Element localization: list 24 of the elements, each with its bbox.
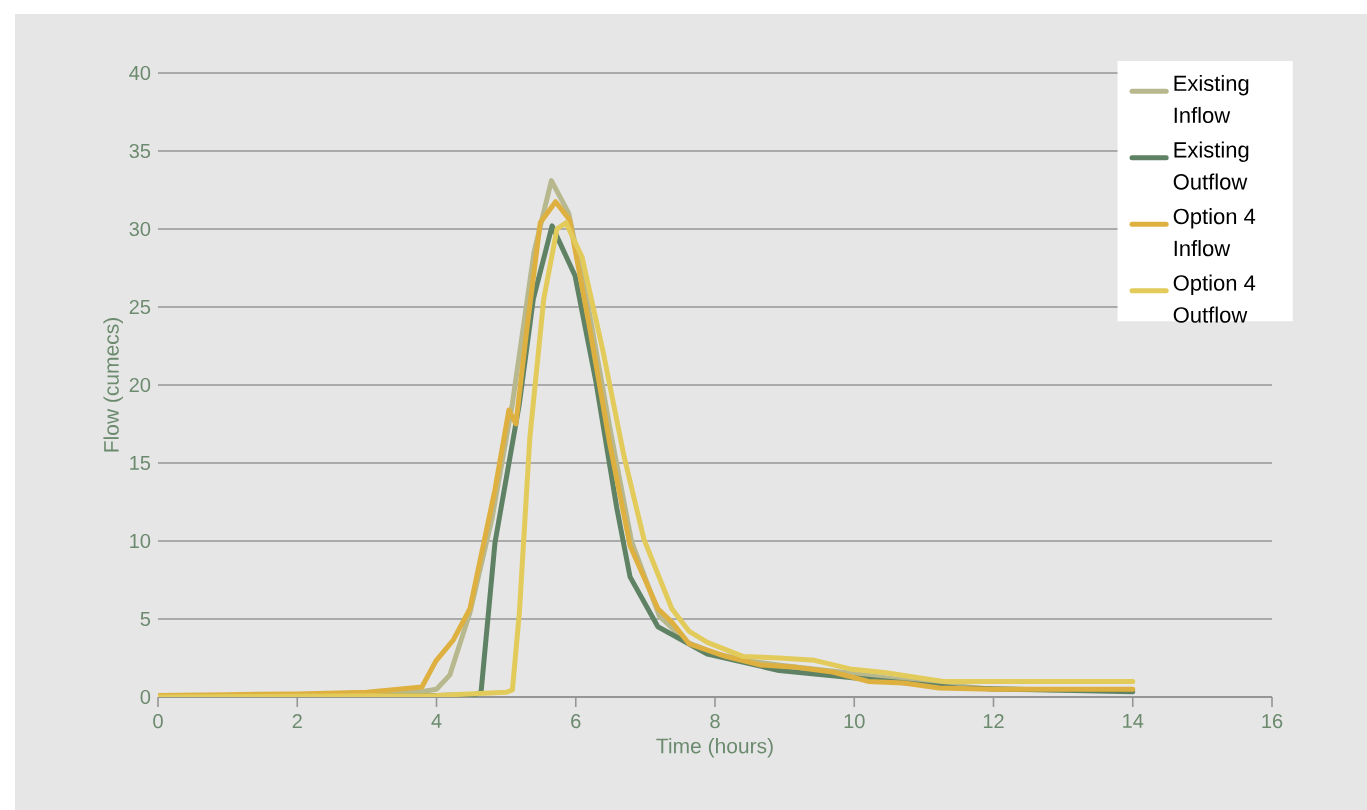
y-tick-label: 5 bbox=[140, 612, 151, 626]
y-tick-label: 20 bbox=[129, 377, 151, 393]
x-tick-label: 12 bbox=[983, 714, 1004, 729]
x-tick-label: 8 bbox=[710, 714, 720, 729]
y-axis-title: Flow (cumecs) bbox=[103, 318, 123, 452]
y-tick-label: 10 bbox=[130, 533, 151, 549]
legend-label: Existing Outflow bbox=[1173, 141, 1249, 190]
y-tick-label: 25 bbox=[129, 299, 151, 315]
x-tick-label: 0 bbox=[153, 714, 163, 729]
y-tick-label: 15 bbox=[130, 456, 151, 470]
x-tick-label: 6 bbox=[571, 714, 581, 729]
x-tick-label: 10 bbox=[844, 714, 865, 729]
legend-label: Existing Inflow bbox=[1174, 74, 1249, 124]
x-tick-label: 16 bbox=[1262, 714, 1283, 729]
x-tick-label: 4 bbox=[431, 714, 442, 728]
x-tick-label: 14 bbox=[1123, 714, 1144, 728]
legend-label: Option 4 Inflow bbox=[1173, 208, 1256, 257]
y-tick-label: 30 bbox=[129, 221, 151, 237]
y-tick-label: 40 bbox=[129, 65, 151, 81]
x-axis-title: Time (hours) bbox=[656, 737, 773, 758]
x-tick-label: 2 bbox=[292, 714, 302, 729]
y-tick-label: 0 bbox=[140, 689, 151, 705]
legend-label: Option 4 Outflow bbox=[1173, 274, 1256, 323]
y-tick-label: 35 bbox=[129, 143, 151, 159]
